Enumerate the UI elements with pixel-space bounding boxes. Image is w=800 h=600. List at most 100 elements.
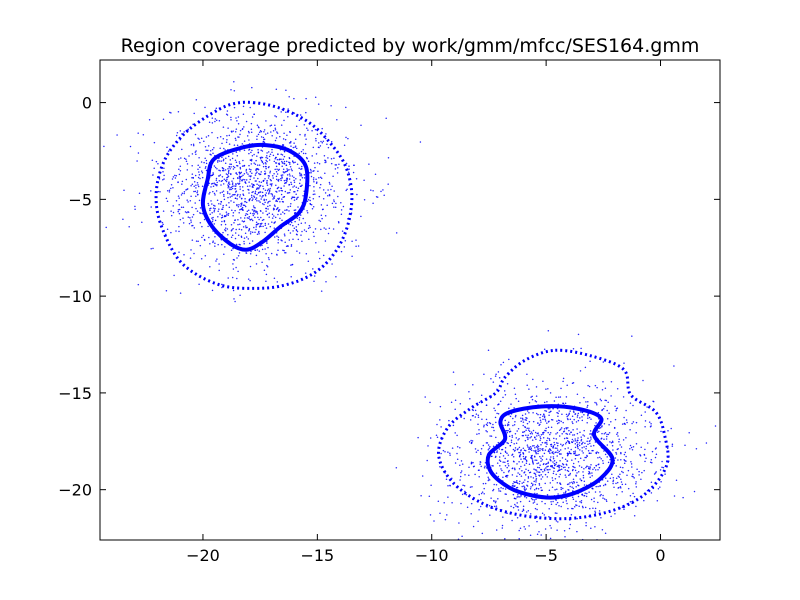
- scatter-point: [522, 452, 525, 455]
- scatter-point: [633, 477, 635, 479]
- scatter-point: [603, 422, 606, 425]
- scatter-point: [276, 235, 278, 237]
- scatter-point: [191, 216, 194, 218]
- scatter-point: [195, 153, 197, 156]
- scatter-point: [280, 213, 282, 215]
- scatter-point: [157, 162, 159, 165]
- scatter-point: [276, 158, 279, 161]
- y-tick-label: 0: [82, 94, 92, 113]
- scatter-point: [263, 129, 266, 131]
- scatter-point: [491, 426, 493, 429]
- scatter-point: [252, 205, 255, 207]
- scatter-point: [264, 222, 267, 225]
- scatter-point: [585, 456, 587, 459]
- scatter-point: [249, 212, 252, 215]
- scatter-point: [383, 194, 385, 196]
- scatter-point: [162, 223, 164, 226]
- scatter-point: [220, 224, 223, 226]
- scatter-point: [564, 458, 567, 461]
- scatter-point: [281, 219, 283, 222]
- scatter-point: [486, 422, 489, 424]
- scatter-point: [529, 436, 531, 439]
- scatter-point: [688, 431, 690, 434]
- scatter-point: [504, 461, 506, 464]
- scatter-point: [137, 283, 140, 286]
- scatter-point: [592, 507, 594, 510]
- scatter-point: [470, 502, 473, 505]
- scatter-point: [191, 173, 194, 175]
- scatter-point: [248, 131, 250, 134]
- scatter-point: [561, 413, 563, 415]
- scatter-point: [229, 167, 231, 170]
- scatter-point: [508, 435, 511, 438]
- scatter-point: [234, 300, 236, 303]
- scatter-point: [138, 192, 141, 194]
- scatter-point: [631, 422, 633, 425]
- x-tick-label: −10: [415, 546, 449, 565]
- scatter-point: [245, 226, 247, 229]
- scatter-point: [292, 146, 295, 149]
- scatter-point: [266, 132, 269, 134]
- scatter-point: [567, 447, 569, 449]
- scatter-point: [281, 176, 283, 178]
- scatter-point: [239, 223, 241, 225]
- scatter-point: [638, 470, 640, 473]
- scatter-point: [577, 484, 580, 487]
- scatter-point: [253, 153, 255, 156]
- scatter-point: [540, 460, 542, 462]
- scatter-point: [587, 413, 589, 415]
- scatter-point: [232, 247, 234, 250]
- scatter-point: [655, 447, 657, 449]
- scatter-point: [481, 491, 484, 493]
- scatter-point: [271, 213, 274, 216]
- scatter-point: [575, 500, 577, 503]
- scatter-point: [472, 414, 474, 417]
- scatter-point: [315, 178, 317, 181]
- scatter-point: [589, 476, 591, 478]
- scatter-point: [230, 236, 233, 239]
- scatter-point: [530, 447, 533, 450]
- scatter-point: [264, 172, 267, 174]
- scatter-point: [327, 157, 329, 159]
- scatter-point: [521, 470, 523, 472]
- scatter-point: [321, 217, 323, 220]
- scatter-point: [502, 487, 504, 490]
- scatter-point: [622, 396, 625, 398]
- scatter-point: [327, 146, 330, 149]
- scatter-point: [260, 156, 263, 159]
- scatter-point: [306, 212, 309, 214]
- scatter-point: [256, 211, 259, 213]
- scatter-point: [568, 483, 570, 485]
- scatter-point: [578, 453, 580, 456]
- scatter-point: [255, 224, 258, 226]
- scatter-point: [427, 445, 429, 447]
- scatter-point: [253, 184, 255, 186]
- scatter-point: [549, 452, 551, 455]
- scatter-point: [239, 180, 241, 182]
- scatter-point: [162, 178, 164, 181]
- scatter-point: [449, 452, 451, 455]
- scatter-point: [241, 220, 244, 222]
- scatter-point: [201, 185, 204, 188]
- scatter-point: [281, 174, 284, 176]
- scatter-point: [267, 202, 269, 204]
- scatter-point: [266, 213, 269, 216]
- scatter-point: [555, 396, 557, 398]
- scatter-point: [657, 487, 660, 490]
- scatter-point: [298, 216, 301, 219]
- scatter-point: [535, 475, 537, 478]
- scatter-point: [612, 479, 615, 481]
- scatter-point: [250, 168, 252, 171]
- scatter-point: [292, 230, 294, 232]
- scatter-point: [588, 416, 591, 419]
- scatter-point: [587, 417, 589, 419]
- y-tick-label: −5: [68, 190, 92, 209]
- scatter-point: [274, 124, 276, 126]
- scatter-point: [556, 501, 559, 504]
- scatter-point: [313, 280, 315, 282]
- scatter-point: [253, 226, 255, 229]
- scatter-point: [449, 454, 451, 456]
- scatter-point: [248, 149, 250, 151]
- scatter-point: [537, 462, 540, 464]
